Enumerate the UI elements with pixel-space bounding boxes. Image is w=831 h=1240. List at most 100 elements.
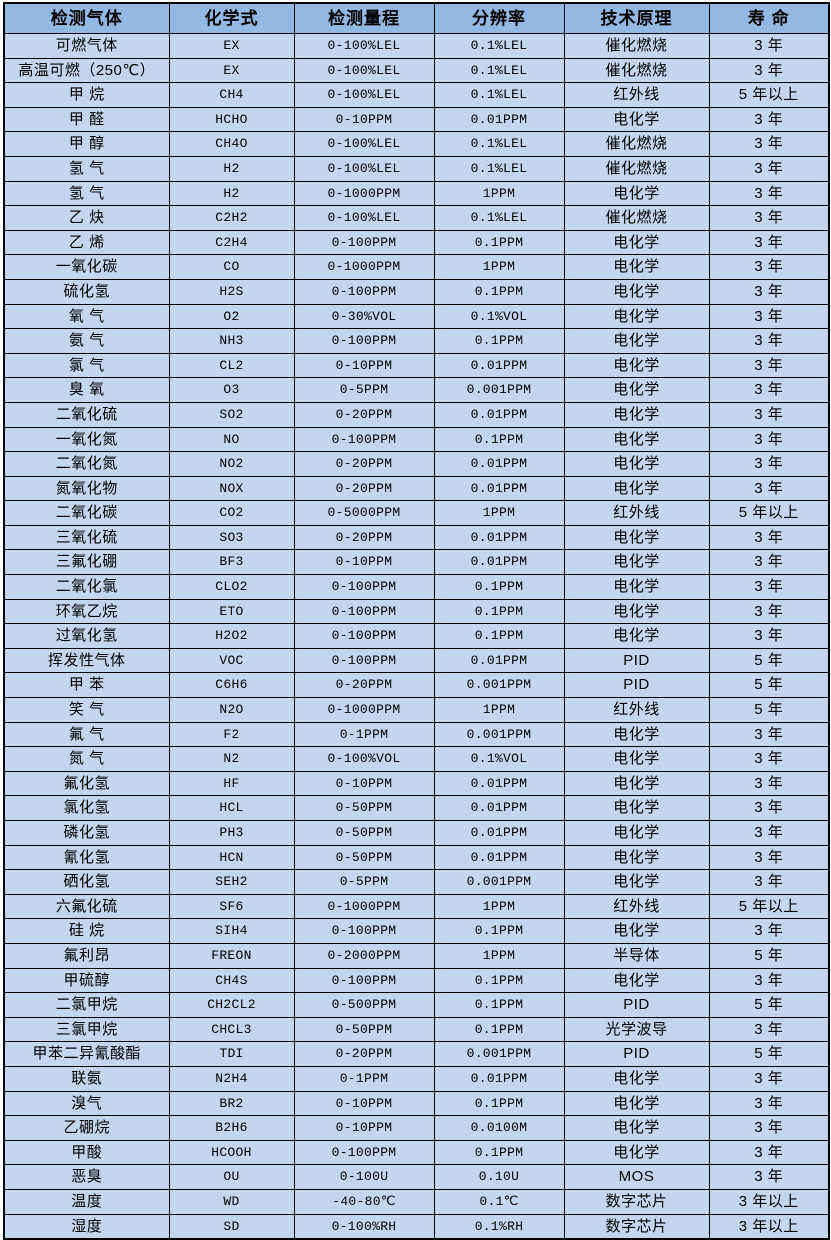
cell-res: 0.1%LEL	[433, 33, 565, 59]
cell-res: 0.01PPM	[433, 106, 565, 133]
cell-range: 0-5000PPM	[293, 500, 435, 526]
cell-range: 0-100%VOL	[293, 746, 435, 772]
cell-gas: 二氧化碳	[3, 500, 170, 526]
table-row: 环氧乙烷 ETO 0-100PPM 0.1PPM 电化学 3 年	[3, 598, 830, 625]
cell-formula: NO	[168, 426, 295, 453]
cell-life: 3 年	[708, 451, 830, 477]
cell-gas: 六氟化硫	[3, 893, 170, 920]
column-header-gas[interactable]: 检测气体	[3, 2, 170, 34]
table-row: 氯化氢 HCL 0-50PPM 0.01PPM 电化学 3 年	[3, 795, 830, 821]
cell-tech: 电化学	[563, 401, 710, 428]
cell-gas: 氧 气	[3, 303, 170, 330]
cell-tech: 电化学	[563, 549, 710, 576]
cell-range: 0-20PPM	[293, 401, 435, 428]
cell-life: 3 年	[708, 1139, 830, 1166]
cell-tech: 电化学	[563, 524, 710, 551]
cell-formula: HF	[168, 770, 295, 797]
cell-life: 3 年	[708, 1090, 830, 1117]
cell-formula: C2H2	[168, 205, 295, 231]
cell-formula: N2	[168, 746, 295, 772]
table-row: 可燃气体 EX 0-100%LEL 0.1%LEL 催化燃烧 3 年	[3, 33, 830, 59]
cell-res: 0.01PPM	[433, 352, 565, 379]
cell-range: 0-1000PPM	[293, 254, 435, 280]
cell-life: 3 年	[708, 1115, 830, 1141]
cell-range: 0-10PPM	[293, 352, 435, 379]
cell-tech: 电化学	[563, 106, 710, 133]
column-header-range[interactable]: 检测量程	[293, 2, 435, 34]
column-header-life[interactable]: 寿 命	[708, 2, 830, 34]
cell-gas: 氟化氢	[3, 770, 170, 797]
cell-tech: PID	[563, 992, 710, 1018]
cell-range: 0-100PPM	[293, 1139, 435, 1166]
cell-tech: 电化学	[563, 180, 710, 207]
cell-gas: 一氧化氮	[3, 426, 170, 453]
cell-res: 0.1%VOL	[433, 303, 565, 330]
cell-gas: 恶臭	[3, 1164, 170, 1190]
cell-range: 0-30%VOL	[293, 303, 435, 330]
cell-gas: 氯化氢	[3, 795, 170, 821]
cell-life: 3 年	[708, 869, 830, 895]
cell-res: 0.1%RH	[433, 1213, 565, 1240]
cell-gas: 氨 气	[3, 328, 170, 354]
cell-life: 3 年	[708, 303, 830, 330]
cell-tech: 电化学	[563, 820, 710, 846]
table-row: 臭 氧 O3 0-5PPM 0.001PPM 电化学 3 年	[3, 377, 830, 403]
cell-life: 5 年以上	[708, 500, 830, 526]
cell-formula: HCOOH	[168, 1139, 295, 1166]
table-row: 乙 炔 C2H2 0-100%LEL 0.1%LEL 催化燃烧 3 年	[3, 205, 830, 231]
cell-tech: 电化学	[563, 328, 710, 354]
cell-res: 0.1%LEL	[433, 82, 565, 108]
table-row: 甲 醇 CH4O 0-100%LEL 0.1%LEL 催化燃烧 3 年	[3, 131, 830, 157]
cell-life: 3 年	[708, 721, 830, 748]
cell-tech: 催化燃烧	[563, 57, 710, 84]
column-header-res[interactable]: 分辨率	[433, 2, 565, 34]
cell-tech: 数字芯片	[563, 1213, 710, 1240]
cell-life: 3 年	[708, 254, 830, 280]
cell-life: 3 年	[708, 33, 830, 59]
table-row: 硫化氢 H2S 0-100PPM 0.1PPM 电化学 3 年	[3, 278, 830, 305]
cell-tech: 红外线	[563, 697, 710, 723]
table-row: 硅 烷 SIH4 0-100PPM 0.1PPM 电化学 3 年	[3, 918, 830, 944]
cell-tech: 电化学	[563, 278, 710, 305]
cell-gas: 高温可燃（250℃）	[3, 57, 170, 84]
cell-gas: 硅 烷	[3, 918, 170, 944]
cell-gas: 氢 气	[3, 180, 170, 207]
cell-range: 0-100PPM	[293, 574, 435, 600]
cell-formula: SD	[168, 1213, 295, 1240]
cell-gas: 氰化氢	[3, 844, 170, 871]
cell-formula: SEH2	[168, 869, 295, 895]
table-row: 氧 气 O2 0-30%VOL 0.1%VOL 电化学 3 年	[3, 303, 830, 330]
cell-life: 3 年	[708, 205, 830, 231]
cell-range: 0-50PPM	[293, 795, 435, 821]
gas-sensor-spec-table-container: 检测气体 化学式 检测量程 分辨率 技术原理寿 命 可燃气体 EX 0-100%LEL 0.1…	[3, 2, 830, 1240]
cell-range: 0-10PPM	[293, 1090, 435, 1117]
cell-range: 0-100%LEL	[293, 57, 435, 84]
column-header-formula[interactable]: 化学式	[168, 2, 295, 34]
cell-life: 3 年	[708, 1164, 830, 1190]
cell-gas: 氢 气	[3, 155, 170, 182]
cell-formula: F2	[168, 721, 295, 748]
cell-tech: 电化学	[563, 1090, 710, 1117]
cell-range: 0-100U	[293, 1164, 435, 1190]
cell-res: 0.1PPM	[433, 328, 565, 354]
cell-res: 0.1PPM	[433, 426, 565, 453]
cell-tech: 电化学	[563, 1139, 710, 1166]
table-row: 恶臭 OU 0-100U 0.10U MOS 3 年	[3, 1164, 830, 1190]
cell-range: 0-1000PPM	[293, 893, 435, 920]
cell-life: 3 年	[708, 131, 830, 157]
cell-tech: 电化学	[563, 1065, 710, 1092]
cell-tech: 催化燃烧	[563, 155, 710, 182]
cell-tech: 催化燃烧	[563, 205, 710, 231]
cell-range: 0-100PPM	[293, 328, 435, 354]
cell-gas: 乙 烯	[3, 229, 170, 256]
cell-range: 0-50PPM	[293, 844, 435, 871]
cell-range: 0-20PPM	[293, 1041, 435, 1067]
cell-formula: O3	[168, 377, 295, 403]
cell-life: 3 年	[708, 278, 830, 305]
column-header-tech[interactable]: 技术原理	[563, 2, 710, 34]
table-row: 氢 气 H2 0-1000PPM 1PPM 电化学 3 年	[3, 180, 830, 207]
cell-range: 0-100%LEL	[293, 131, 435, 157]
table-row: 二氯甲烷 CH2CL2 0-500PPM 0.1PPM PID 5 年	[3, 992, 830, 1018]
cell-res: 0.0100M	[433, 1115, 565, 1141]
cell-res: 0.1PPM	[433, 1016, 565, 1043]
